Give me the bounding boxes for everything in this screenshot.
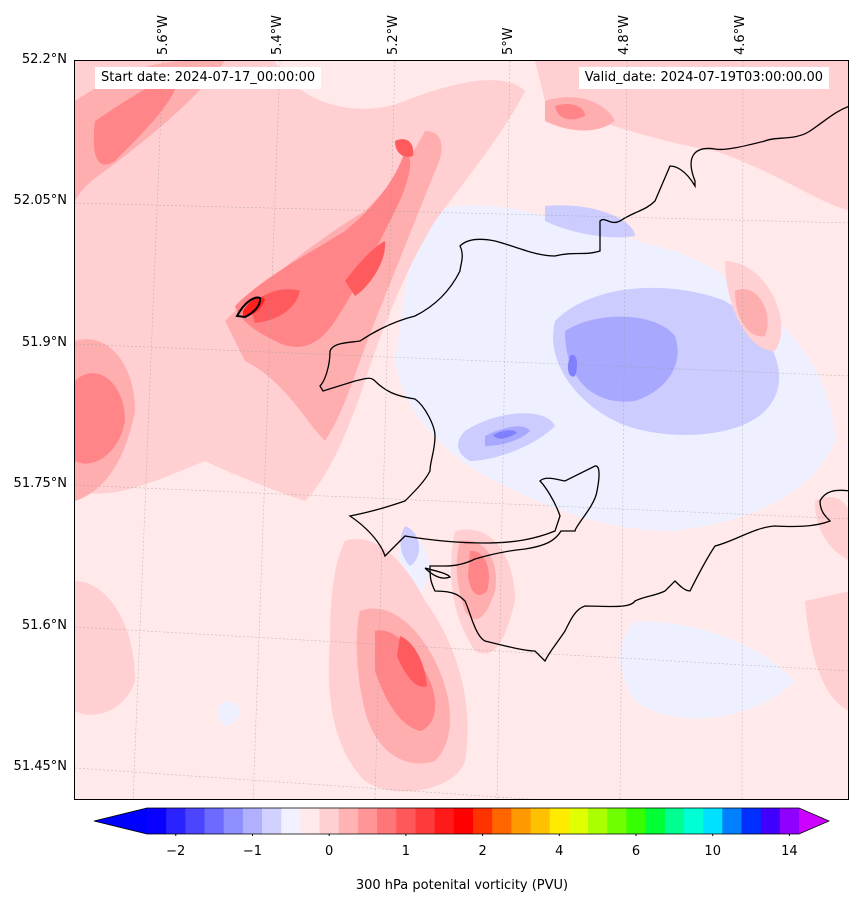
pv-field-map [75, 61, 848, 799]
colorbar-over-arrow [799, 808, 829, 834]
colorbar-segment [741, 808, 762, 834]
colorbar-tick-label: 1 [401, 844, 411, 859]
colorbar-segment [357, 808, 378, 834]
latitude-label: 51.6°N [21, 618, 67, 633]
latitude-label: 51.9°N [21, 335, 67, 350]
colorbar-segment [262, 808, 282, 834]
colorbar-segment [338, 808, 359, 834]
map-plot-area [74, 60, 849, 800]
colorbar-segment [664, 808, 685, 834]
colorbar-segment [434, 808, 455, 834]
colorbar-tick-label: −2 [166, 844, 186, 859]
colorbar-tick-label: 0 [325, 844, 334, 859]
colorbar-segment [626, 808, 647, 834]
colorbar-segment [166, 808, 186, 834]
gridlines [75, 61, 848, 799]
colorbar-segment [147, 808, 167, 834]
colorbar-tick-label: −1 [242, 844, 263, 859]
valid-date-label: Valid_date: 2024-07-19T03:00:00.00 [578, 67, 829, 89]
longitude-label: 4.6°W [733, 14, 748, 55]
longitude-label: 4.8°W [617, 14, 632, 55]
colorbar-segment [396, 808, 416, 834]
colorbar-segment [703, 808, 723, 834]
longitude-label: 5.4°W [270, 14, 285, 55]
colorbar-segment [779, 808, 800, 834]
latitude-label: 51.75°N [13, 476, 67, 491]
longitude-label: 5.6°W [156, 14, 171, 55]
colorbar-segment [204, 808, 225, 834]
colorbar [93, 807, 831, 836]
colorbar-segment [319, 808, 340, 834]
blue-core-regions [493, 354, 578, 439]
longitude-label: 5°W [501, 27, 516, 55]
colorbar-under-arrow [94, 808, 147, 834]
latitude-label: 51.45°N [13, 759, 67, 774]
colorbar-segment [511, 808, 532, 834]
colorbar-tick-label: 14 [781, 844, 798, 859]
colorbar-segment [722, 808, 742, 834]
latitude-label: 52.05°N [13, 193, 67, 208]
colorbar-segment [473, 808, 493, 834]
colorbar-segment [185, 808, 206, 834]
colorbar-segment [453, 808, 474, 834]
colorbar-tick-label: 10 [704, 844, 721, 859]
colorbar-segment [530, 808, 551, 834]
colorbar-segment [683, 808, 704, 834]
longitude-label: 5.2°W [386, 14, 401, 55]
colorbar-title: 300 hPa potenital vorticity (PVU) [355, 878, 569, 893]
colorbar-tick-label: 2 [478, 844, 487, 859]
colorbar-segment [568, 808, 589, 834]
colorbar-segment [377, 808, 397, 834]
start-date-label: Start date: 2024-07-17_00:00:00 [95, 67, 322, 89]
colorbar-segment [492, 808, 512, 834]
colorbar-segment [281, 808, 301, 834]
colorbar-segment [607, 808, 627, 834]
colorbar-segment [549, 808, 570, 834]
pv-contour [235, 296, 262, 319]
colorbar-outline [93, 807, 831, 835]
colorbar-segment [645, 808, 666, 834]
coastlines [319, 106, 848, 663]
colorbar-segment [760, 808, 781, 834]
colorbar-segment [415, 808, 436, 834]
colorbar-tick-label: 6 [631, 844, 641, 859]
colorbar-tick-label: 4 [555, 844, 564, 859]
colorbar-segment [242, 808, 263, 834]
colorbar-segment [223, 808, 244, 834]
colorbar-segment [588, 808, 608, 834]
latitude-label: 52.2°N [21, 52, 67, 67]
colorbar-segment [300, 808, 321, 834]
